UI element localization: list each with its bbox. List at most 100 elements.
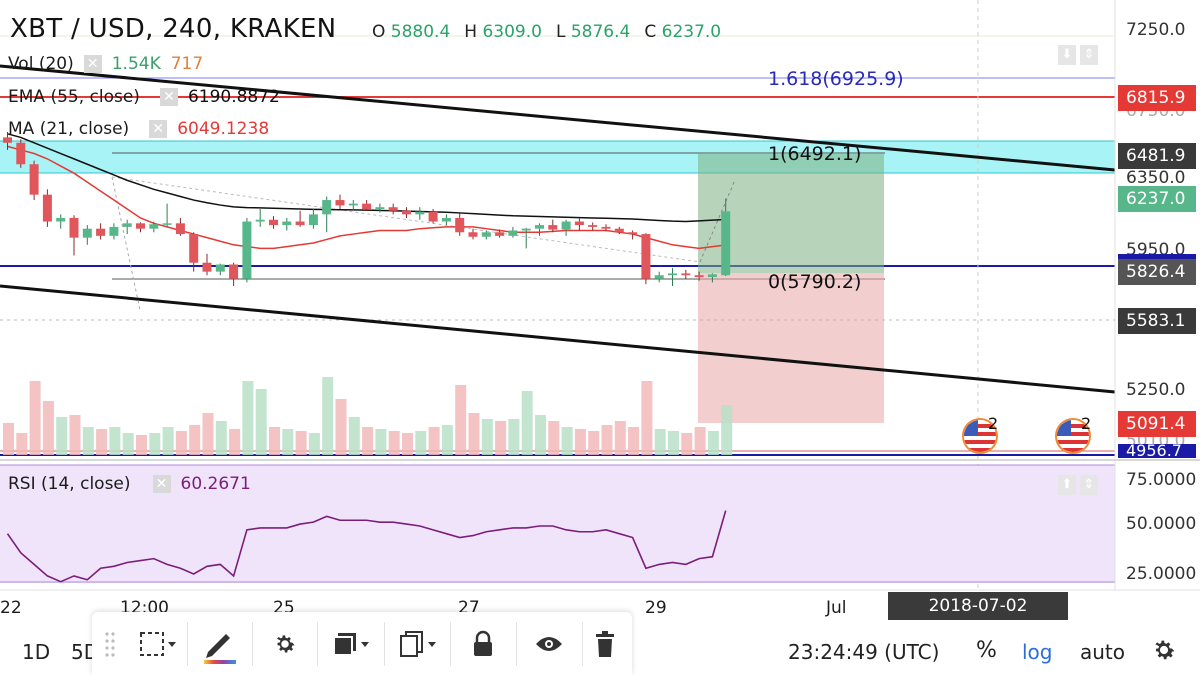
candle-body (335, 200, 345, 206)
candle-body (82, 228, 92, 238)
volume-bar (56, 417, 68, 455)
time-tick: 22 (0, 598, 22, 618)
volume-bar (441, 425, 453, 455)
rsi-tick: 75.0000 (1126, 470, 1197, 490)
ema-value: 6190.8872 (187, 87, 280, 107)
drag-handle-icon[interactable] (100, 612, 120, 675)
log-toggle[interactable]: log (1022, 640, 1053, 664)
candle-body (548, 225, 558, 230)
volume-bar (149, 433, 161, 455)
volume-bar (455, 385, 467, 455)
close-icon[interactable]: ✕ (152, 475, 171, 493)
legend-volume[interactable]: Vol (20) ✕ 1.54K 717 (8, 54, 203, 74)
candle-body (29, 164, 39, 195)
rsi-pane-move-buttons[interactable]: ⬆ ⇕ (1058, 475, 1098, 495)
layers-icon[interactable] (322, 612, 378, 675)
symbol-title[interactable]: XBT / USD, 240, KRAKEN (10, 14, 337, 44)
volume-label: Vol (20) (8, 54, 74, 74)
volume-bars (3, 377, 733, 455)
legend-ma[interactable]: MA (21, close) ✕ 6049.1238 (8, 119, 269, 139)
volume-bar (255, 389, 267, 455)
brush-icon[interactable] (192, 612, 248, 675)
arrow-updown-icon[interactable]: ⇕ (1080, 475, 1098, 495)
volume-bar (82, 427, 94, 455)
candle-body (521, 228, 531, 231)
volume-bar (428, 427, 440, 455)
gear-icon[interactable] (1150, 636, 1178, 668)
arrow-down-icon[interactable]: ⬇ (1058, 45, 1076, 65)
percent-toggle[interactable]: % (976, 638, 997, 663)
rsi-pane[interactable] (0, 465, 1115, 583)
legend-rsi[interactable]: RSI (14, close) ✕ 60.2671 (8, 474, 251, 494)
candle-body (614, 228, 624, 233)
support-marker (1118, 254, 1196, 259)
position-loss-zone[interactable] (698, 273, 884, 423)
volume-bar (229, 429, 241, 455)
price-pane[interactable] (0, 0, 1115, 460)
candle-body (215, 264, 225, 272)
volume-value-1: 1.54K (111, 54, 161, 74)
candle-body (721, 211, 731, 276)
candle-body (3, 137, 12, 143)
volume-bar (16, 433, 28, 455)
candle-body (588, 225, 598, 227)
auto-toggle[interactable]: auto (1080, 640, 1126, 664)
volume-bar (282, 429, 294, 455)
pane-move-buttons[interactable]: ⬇ ⇕ (1058, 45, 1098, 65)
candle-body (468, 232, 478, 237)
candle-body (561, 221, 571, 230)
candle-body (375, 207, 385, 209)
price-tag-last: 6237.0 (1118, 186, 1196, 212)
utc-clock[interactable]: 23:24:49 (UTC) (788, 640, 940, 664)
event-count: 2 (1081, 414, 1092, 433)
ema-label: EMA (55, close) (8, 87, 140, 107)
price-tag-dashed: 5583.1 (1118, 308, 1196, 334)
candle-body (269, 219, 278, 226)
candle-body (162, 223, 172, 225)
candle-body (707, 274, 717, 278)
eye-icon[interactable] (521, 612, 577, 675)
fib-label-1: 1(6492.1) (768, 143, 862, 165)
crosshair-time-label: 2018-07-02 12:00:00 (888, 592, 1068, 644)
candles[interactable] (3, 132, 731, 286)
lock-icon[interactable] (455, 612, 511, 675)
volume-bar (42, 401, 54, 455)
volume-bar (495, 421, 507, 455)
candle-body (574, 221, 584, 226)
drawing-toolbar[interactable] (92, 612, 632, 675)
candle-body (535, 225, 544, 229)
us-flag-icon[interactable] (1055, 418, 1091, 454)
us-flag-icon[interactable] (962, 418, 998, 454)
gear-icon[interactable] (257, 612, 313, 675)
candle-body (322, 200, 332, 215)
volume-bar (122, 433, 134, 455)
volume-bar (29, 381, 41, 455)
volume-bar (402, 433, 413, 455)
rsi-line (6, 510, 727, 583)
volume-bar (641, 381, 653, 455)
candle-body (348, 203, 358, 206)
volume-bar (721, 405, 733, 455)
close-icon[interactable]: ✕ (159, 88, 178, 106)
volume-bar (3, 423, 14, 455)
interval-1d-button[interactable]: 1D (22, 640, 51, 664)
volume-bar (535, 415, 546, 455)
close-icon[interactable]: ✕ (83, 55, 102, 73)
copy-icon[interactable] (389, 612, 445, 675)
close-icon[interactable]: ✕ (149, 120, 168, 138)
arrow-updown-icon[interactable]: ⇕ (1080, 45, 1098, 65)
candle-body (402, 210, 411, 215)
candle-body (136, 223, 145, 229)
crosshair-icon[interactable] (128, 612, 184, 675)
volume-bar (681, 433, 693, 455)
volume-bar (215, 421, 227, 455)
volume-bar (388, 431, 400, 455)
candle-body (122, 223, 132, 227)
trash-icon[interactable] (577, 612, 633, 675)
arrow-up-icon[interactable]: ⬆ (1058, 475, 1076, 495)
legend-ema[interactable]: EMA (55, close) ✕ 6190.8872 (8, 87, 280, 107)
channel-upper-line[interactable] (0, 64, 1116, 172)
channel-lower-line[interactable] (0, 284, 1116, 394)
volume-bar (628, 427, 640, 455)
